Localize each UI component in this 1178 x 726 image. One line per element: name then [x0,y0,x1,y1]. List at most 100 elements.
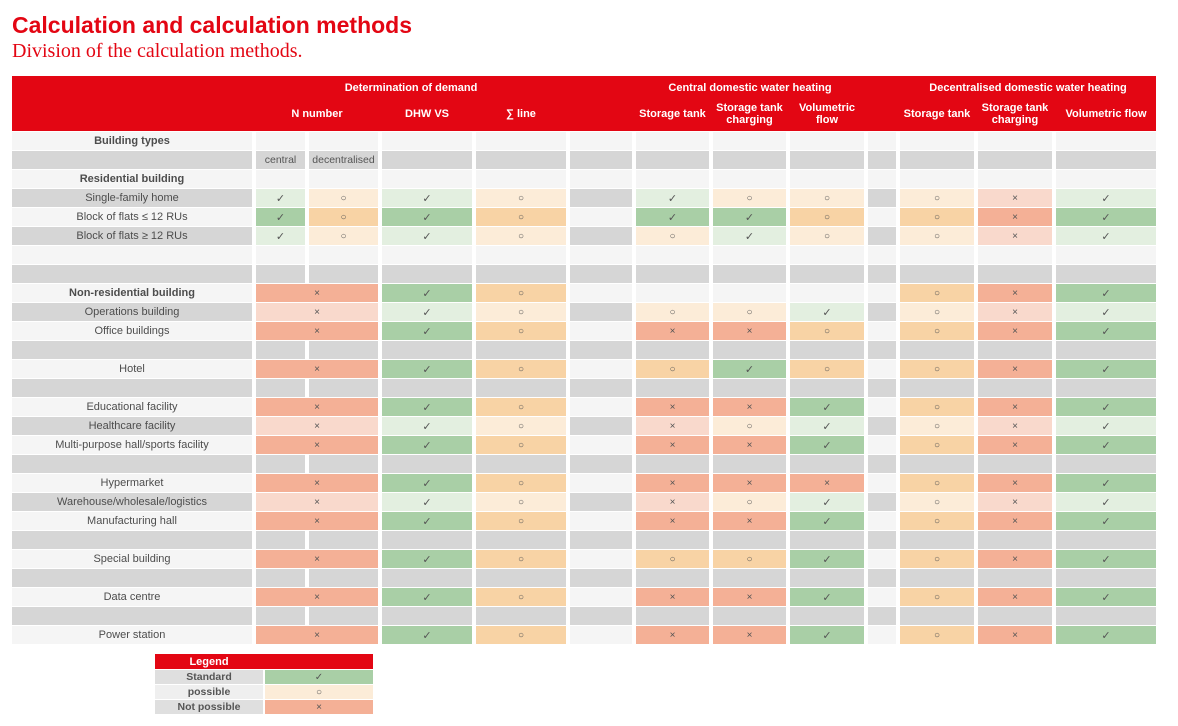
cross-icon: × [256,588,378,607]
row-label [12,455,252,474]
table-cell [978,170,1052,189]
table-cell [476,132,566,151]
table-cell [309,170,378,189]
table-body: Building types central decentralised Reside… [12,132,1156,645]
table-cell [570,550,632,569]
table-cell [868,341,896,360]
table-cell [570,360,632,379]
table-cell [570,170,632,189]
column-header-sum-line: ∑ line [506,108,536,121]
subheader-label: central [256,151,305,170]
table-cell [256,379,305,398]
check-icon: ✓ [382,493,472,512]
table-cell [790,455,864,474]
circle-icon: ○ [476,398,566,417]
row-label: Special building [12,550,252,569]
check-icon: ✓ [382,626,472,645]
cross-icon: × [636,588,709,607]
table-cell [382,455,472,474]
table-cell [476,341,566,360]
cross-icon: × [978,189,1052,208]
table-cell [382,379,472,398]
table-row: Single-family home ✓ ○ ✓ ○ ✓ ○ ○ ○ × ✓ [12,189,1156,208]
circle-icon: ○ [476,303,566,322]
legend-header: Legend [155,654,373,670]
page-title: Calculation and calculation methods [12,12,413,38]
cross-icon: × [978,322,1052,341]
row-label: Block of flats ≤ 12 RUs [12,208,252,227]
subheader-label: decentralised [309,151,378,170]
table-row: Special building × ✓ ○ ○ ○ ✓ ○ × ✓ [12,550,1156,569]
table-cell [636,379,709,398]
cross-icon: × [978,398,1052,417]
table-row: Healthcare facility × ✓ ○ × ○ ✓ ○ × ✓ [12,417,1156,436]
cross-icon: × [636,626,709,645]
table-cell [309,569,378,588]
table-cell [790,151,864,170]
table-cell [900,132,974,151]
table-row [12,569,1156,588]
check-icon: ✓ [382,550,472,569]
table-cell [382,170,472,189]
table-cell [570,379,632,398]
row-label [12,531,252,550]
check-icon: ✓ [790,417,864,436]
check-icon: ✓ [382,189,472,208]
legend-label: possible [155,685,263,700]
circle-icon: ○ [900,493,974,512]
table-row [12,379,1156,398]
table-cell [1056,151,1156,170]
check-icon: ✓ [1056,588,1156,607]
circle-icon: ○ [713,550,786,569]
table-cell [1056,265,1156,284]
table-cell [382,569,472,588]
table-cell [256,455,305,474]
table-cell [978,531,1052,550]
table-cell [570,512,632,531]
table-cell [256,246,305,265]
circle-icon: ○ [790,360,864,379]
cross-icon: × [256,493,378,512]
row-label: Manufacturing hall [12,512,252,531]
row-label: Operations building [12,303,252,322]
circle-icon: ○ [309,208,378,227]
check-icon: ✓ [790,398,864,417]
circle-icon: ○ [476,626,566,645]
check-icon: ✓ [1056,626,1156,645]
table-cell [476,265,566,284]
table-cell [978,246,1052,265]
check-icon: ✓ [382,436,472,455]
table-row [12,265,1156,284]
circle-icon: ○ [476,588,566,607]
table-cell [1056,455,1156,474]
table-cell [978,265,1052,284]
cross-icon: × [256,436,378,455]
legend-row-not-possible: Not possible × [155,700,373,715]
header-column-row: N number DHW VS ∑ line Storage tank Stor… [12,99,1156,131]
cross-icon: × [978,493,1052,512]
table-cell [570,208,632,227]
legend-row-standard: Standard ✓ [155,670,373,685]
table-row [12,531,1156,550]
circle-icon: ○ [476,550,566,569]
cross-icon: × [636,436,709,455]
table-cell [382,607,472,626]
check-icon: ✓ [1056,417,1156,436]
table-cell [790,132,864,151]
check-icon: ✓ [790,626,864,645]
table-cell [868,569,896,588]
circle-icon: ○ [790,227,864,246]
row-label: Healthcare facility [12,417,252,436]
check-icon: ✓ [790,493,864,512]
check-icon: ✓ [256,189,305,208]
check-icon: ✓ [382,303,472,322]
cross-icon: × [636,398,709,417]
cross-icon: × [713,588,786,607]
table-cell [570,341,632,360]
table-cell [713,170,786,189]
table-cell [713,341,786,360]
table-row: Hypermarket × ✓ ○ × × × ○ × ✓ [12,474,1156,493]
table-cell [382,265,472,284]
check-icon: ✓ [1056,493,1156,512]
table-cell [636,246,709,265]
